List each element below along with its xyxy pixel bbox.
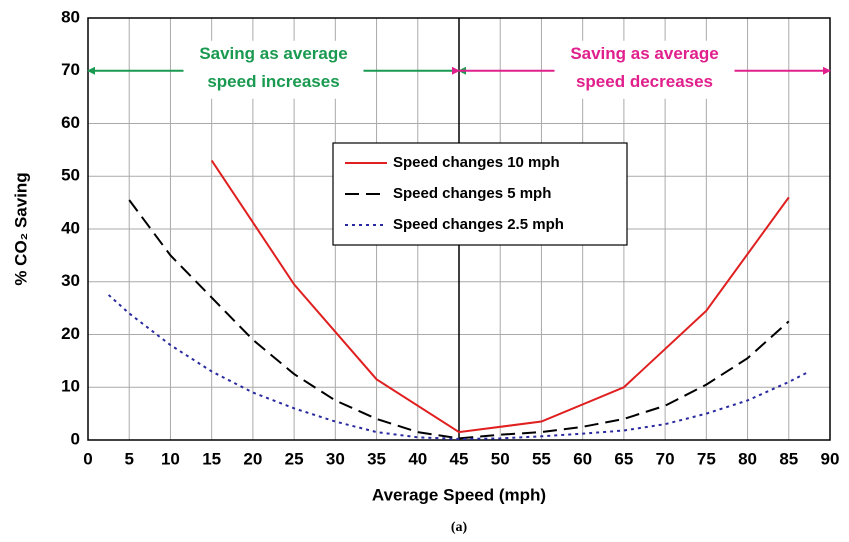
x-tick-label: 85 (779, 449, 798, 468)
x-tick-label: 35 (367, 449, 386, 468)
y-tick-label: 0 (71, 429, 80, 448)
y-tick-label: 80 (61, 7, 80, 26)
legend-label: Speed changes 2.5 mph (393, 216, 564, 233)
y-axis-label: % CO₂ Saving (11, 172, 30, 285)
x-tick-label: 65 (614, 449, 633, 468)
x-axis-label: Average Speed (mph) (372, 485, 546, 504)
annotation-text: speed increases (207, 72, 339, 91)
legend-label: Speed changes 5 mph (393, 185, 551, 202)
x-tick-label: 90 (821, 449, 840, 468)
y-tick-label: 30 (61, 271, 80, 290)
y-tick-label: 10 (61, 377, 80, 396)
series-line (107, 294, 810, 440)
x-tick-label: 70 (656, 449, 675, 468)
legend-label: Speed changes 10 mph (393, 154, 560, 171)
y-tick-label: 50 (61, 166, 80, 185)
x-tick-label: 20 (243, 449, 262, 468)
x-tick-label: 10 (161, 449, 180, 468)
series-line (210, 159, 790, 434)
x-tick-label: 0 (83, 449, 92, 468)
y-tick-label: 60 (61, 113, 80, 132)
x-tick-label: 50 (491, 449, 510, 468)
x-tick-label: 5 (124, 449, 133, 468)
annotation-bg (183, 40, 364, 99)
annotation-bg (554, 40, 735, 99)
y-tick-label: 20 (61, 324, 80, 343)
x-tick-label: 25 (285, 449, 304, 468)
x-tick-label: 30 (326, 449, 345, 468)
x-tick-label: 45 (450, 449, 469, 468)
x-tick-label: 55 (532, 449, 551, 468)
caption: (a) (451, 520, 468, 535)
x-tick-label: 15 (202, 449, 221, 468)
y-tick-label: 40 (61, 218, 80, 237)
x-tick-label: 80 (738, 449, 757, 468)
y-tick-label: 70 (61, 60, 80, 79)
x-tick-label: 75 (697, 449, 716, 468)
annotation-text: Saving as average (570, 44, 718, 63)
legend-box (332, 142, 628, 246)
x-tick-label: 60 (573, 449, 592, 468)
annotation-text: speed decreases (576, 72, 713, 91)
x-tick-label: 40 (408, 449, 427, 468)
annotation-text: Saving as average (199, 44, 347, 63)
